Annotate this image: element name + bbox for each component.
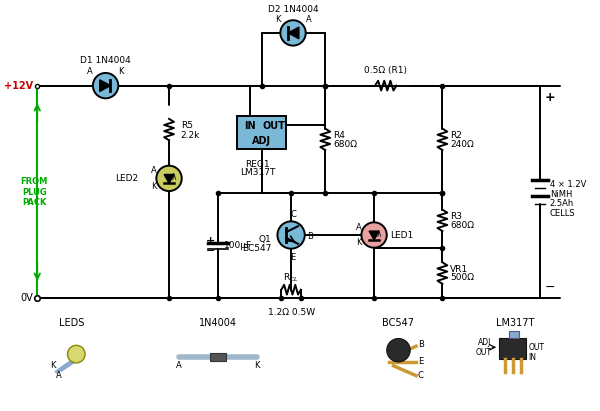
Text: BC547: BC547 [382, 318, 415, 328]
Text: BC547: BC547 [242, 244, 272, 253]
Polygon shape [164, 175, 174, 183]
Text: B: B [418, 340, 424, 349]
Text: D2 1N4004: D2 1N4004 [268, 5, 319, 14]
Text: LEDS: LEDS [59, 318, 84, 328]
Text: E: E [418, 358, 423, 367]
Text: 680Ω: 680Ω [333, 140, 357, 149]
Text: 680Ω: 680Ω [450, 221, 474, 230]
FancyBboxPatch shape [509, 331, 518, 339]
Text: −: − [545, 281, 556, 293]
Text: 1.2Ω 0.5W: 1.2Ω 0.5W [268, 308, 314, 317]
Text: LM317T: LM317T [496, 318, 535, 328]
Text: +: + [545, 90, 556, 104]
Text: A: A [306, 15, 311, 24]
Polygon shape [369, 231, 379, 240]
Text: LED1: LED1 [389, 231, 413, 240]
Text: B: B [307, 233, 313, 242]
Text: 0V: 0V [20, 293, 34, 303]
Circle shape [387, 339, 410, 362]
Text: K: K [275, 15, 280, 24]
Text: 0.5Ω (R1): 0.5Ω (R1) [364, 65, 407, 74]
Text: C: C [418, 371, 424, 380]
Text: FROM
PLUG
PACK: FROM PLUG PACK [20, 177, 48, 207]
Text: OUT: OUT [475, 348, 491, 357]
Text: 1N4004: 1N4004 [199, 318, 237, 328]
Text: A: A [176, 361, 182, 370]
Text: λ: λ [172, 173, 176, 182]
Text: VR1: VR1 [450, 265, 469, 274]
Text: LED2: LED2 [115, 174, 138, 183]
Text: K: K [356, 238, 361, 247]
Text: CELLS: CELLS [550, 209, 575, 218]
Circle shape [157, 166, 182, 191]
FancyBboxPatch shape [499, 337, 526, 359]
Text: A: A [356, 223, 361, 232]
Circle shape [361, 222, 387, 248]
FancyBboxPatch shape [238, 116, 286, 149]
Text: OUT: OUT [529, 343, 544, 352]
Text: A: A [151, 166, 157, 175]
Text: IN: IN [529, 353, 536, 362]
Text: R3: R3 [450, 212, 462, 221]
Text: IN: IN [244, 121, 256, 131]
Text: ADJ: ADJ [252, 136, 271, 146]
Circle shape [277, 222, 305, 249]
Text: 2.5Ah: 2.5Ah [550, 199, 574, 208]
Text: R4: R4 [333, 131, 345, 140]
Text: D1 1N4004: D1 1N4004 [80, 56, 131, 65]
Text: Q1: Q1 [259, 236, 272, 245]
Text: K: K [50, 361, 56, 370]
Polygon shape [100, 80, 110, 92]
Text: A: A [87, 67, 93, 76]
Text: 2.2k: 2.2k [181, 131, 200, 140]
Text: 4 × 1.2V: 4 × 1.2V [550, 180, 586, 189]
Text: R2: R2 [450, 131, 462, 140]
Text: R$_{CL}$: R$_{CL}$ [283, 272, 299, 284]
Text: λ: λ [377, 229, 382, 238]
Text: 100μF: 100μF [224, 241, 252, 250]
Text: REG1: REG1 [245, 160, 270, 169]
Text: LM317T: LM317T [240, 168, 275, 177]
Text: K: K [118, 67, 124, 76]
Circle shape [280, 20, 306, 46]
FancyBboxPatch shape [210, 353, 226, 361]
Text: +: + [206, 236, 215, 246]
Text: NiMH: NiMH [550, 189, 572, 199]
Text: C: C [290, 210, 296, 219]
Circle shape [68, 345, 85, 363]
Text: +12V: +12V [4, 81, 34, 91]
Text: R5: R5 [181, 121, 193, 130]
Text: OUT: OUT [263, 121, 286, 131]
Text: −: − [206, 246, 215, 256]
Text: A: A [56, 371, 62, 380]
Text: ADJ: ADJ [478, 338, 491, 347]
Circle shape [93, 73, 118, 98]
Text: 500Ω: 500Ω [450, 273, 474, 282]
Polygon shape [288, 27, 299, 39]
Text: K: K [254, 361, 260, 370]
Text: 240Ω: 240Ω [450, 140, 474, 149]
Text: E: E [290, 253, 296, 261]
Text: K: K [151, 182, 156, 191]
